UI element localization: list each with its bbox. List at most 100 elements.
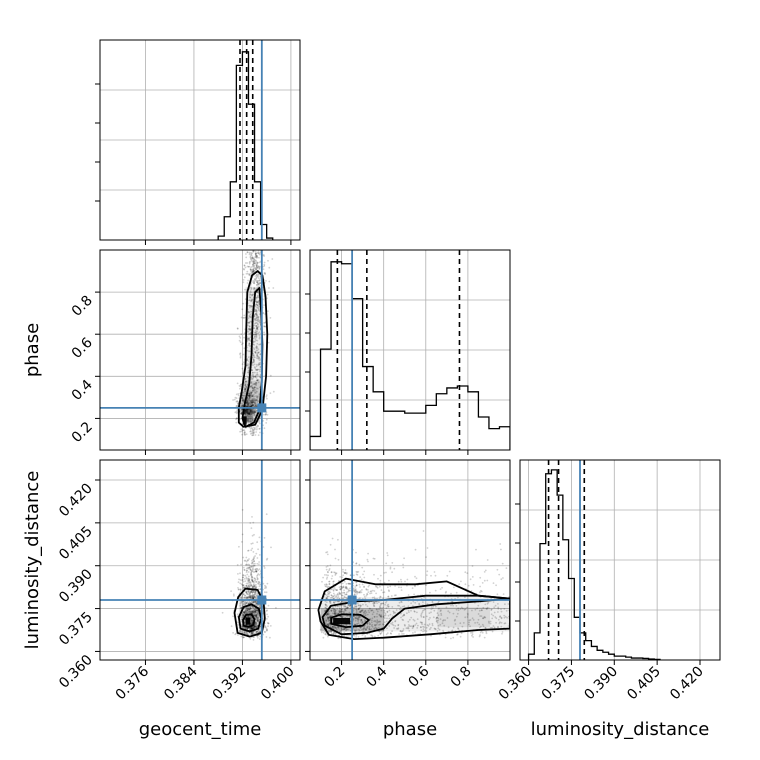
scatter-point (359, 586, 361, 588)
scatter-point (252, 521, 255, 524)
scatter-point (388, 579, 390, 582)
scatter-point (242, 586, 245, 589)
scatter-point (358, 563, 361, 566)
scatter-point (374, 585, 377, 588)
scatter-point (430, 611, 432, 614)
scatter-point (246, 596, 249, 599)
scatter-point (253, 609, 255, 612)
scatter-point (328, 568, 331, 570)
scatter-point (256, 399, 258, 402)
scatter-point (373, 590, 376, 592)
scatter-point (251, 374, 254, 377)
scatter-point (248, 608, 251, 611)
scatter-point (258, 536, 261, 539)
scatter-point (256, 635, 258, 638)
scatter-point (251, 256, 254, 259)
scatter-point (254, 411, 256, 414)
scatter-point (252, 257, 254, 260)
scatter-point (259, 431, 261, 434)
scatter-point (249, 433, 252, 435)
scatter-point (248, 262, 251, 265)
scatter-point (243, 336, 246, 339)
scatter-point (345, 624, 347, 627)
scatter-point (255, 617, 257, 620)
panel-phase-vs-geocent-time-background (100, 250, 300, 450)
scatter-point (251, 547, 254, 550)
scatter-point (254, 351, 256, 353)
scatter-point (392, 610, 395, 613)
scatter-point (271, 258, 274, 260)
scatter-point (248, 411, 251, 413)
scatter-point (251, 256, 254, 259)
scatter-point (325, 568, 328, 571)
scatter-point (256, 613, 259, 616)
scatter-point (256, 314, 258, 317)
scatter-point (390, 595, 393, 597)
scatter-point (249, 306, 251, 309)
scatter-point (245, 410, 248, 413)
scatter-point (259, 635, 262, 638)
scatter-point (249, 590, 252, 593)
scatter-point (390, 632, 392, 635)
scatter-point (247, 413, 250, 415)
scatter-point (251, 265, 254, 268)
scatter-point (243, 246, 245, 248)
scatter-point (259, 370, 261, 373)
scatter-point (238, 385, 241, 387)
scatter-point (472, 584, 475, 586)
scatter-point (256, 395, 259, 398)
scatter-point (353, 634, 356, 637)
scatter-point (391, 623, 394, 626)
scatter-point (240, 383, 243, 386)
scatter-point (256, 264, 258, 266)
scatter-point (275, 607, 277, 609)
scatter-point (241, 541, 243, 543)
scatter-point (249, 403, 252, 406)
scatter-point (333, 613, 336, 615)
scatter-point (253, 625, 255, 628)
scatter-point (258, 585, 261, 588)
scatter-point (251, 619, 254, 622)
scatter-point (250, 571, 253, 574)
scatter-point (245, 408, 248, 411)
scatter-point (248, 327, 250, 330)
scatter-point (256, 281, 259, 284)
scatter-point (253, 564, 256, 567)
scatter-point (337, 538, 339, 541)
scatter-point (349, 582, 352, 585)
scatter-point (353, 590, 356, 593)
scatter-point (251, 399, 254, 402)
scatter-point (255, 631, 258, 633)
scatter-point (256, 400, 259, 402)
scatter-point (250, 392, 253, 394)
scatter-point (372, 611, 375, 614)
scatter-point (255, 581, 257, 583)
scatter-point (245, 401, 248, 403)
scatter-point (249, 594, 252, 597)
scatter-point (254, 351, 257, 354)
scatter-point (249, 411, 252, 413)
scatter-point (248, 311, 251, 314)
scatter-point (255, 399, 258, 402)
scatter-point (244, 384, 247, 387)
scatter-point (248, 578, 250, 581)
scatter-point (255, 404, 258, 406)
scatter-point (250, 562, 253, 565)
scatter-point (332, 589, 335, 592)
scatter-point (257, 613, 260, 615)
scatter-point (240, 402, 243, 405)
scatter-point (257, 309, 260, 312)
scatter-point (257, 283, 260, 286)
scatter-point (452, 636, 455, 639)
scatter-point (249, 569, 252, 572)
scatter-point (242, 317, 245, 319)
scatter-point (373, 596, 376, 599)
scatter-point (240, 597, 243, 599)
scatter-point (250, 619, 253, 622)
scatter-point (253, 386, 256, 389)
y-tick-label-luminosity-distance: 0.420 (56, 481, 96, 521)
scatter-point (248, 577, 250, 580)
scatter-point (246, 251, 249, 254)
scatter-point (353, 574, 355, 577)
scatter-point (259, 343, 262, 346)
